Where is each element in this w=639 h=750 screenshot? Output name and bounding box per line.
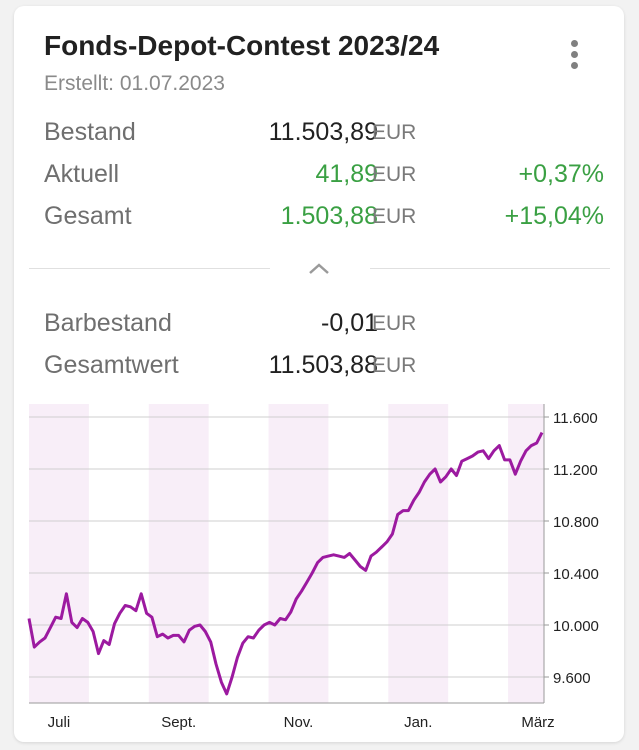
month-band <box>29 404 89 703</box>
y-tick-label: 10.400 <box>553 566 599 583</box>
bestand-row: Bestand 11.503,89 EUR <box>44 118 604 152</box>
divider <box>29 268 270 269</box>
barbestand-label: Barbestand <box>44 309 172 337</box>
y-tick-label: 11.200 <box>553 462 598 479</box>
divider <box>370 268 610 269</box>
bestand-value: 11.503,89 <box>268 118 378 146</box>
gesamt-row: Gesamt 1.503,88 EUR +15,04% <box>44 202 604 236</box>
x-tick-label: Jan. <box>404 714 432 731</box>
gesamt-percent: +15,04% <box>504 202 604 230</box>
gesamtwert-label: Gesamtwert <box>44 351 179 379</box>
aktuell-label: Aktuell <box>44 160 120 188</box>
x-tick-label: Juli <box>48 714 71 731</box>
barbestand-currency: EUR <box>372 312 417 335</box>
series-line <box>27 431 544 696</box>
gesamtwert-currency: EUR <box>372 354 417 377</box>
gesamtwert-value: 11.503,88 <box>268 351 378 379</box>
aktuell-currency: EUR <box>372 163 417 186</box>
gesamt-value: 1.503,88 <box>280 202 378 230</box>
x-tick-label: Nov. <box>284 714 314 731</box>
aktuell-value: 41,89 <box>315 160 378 188</box>
y-tick-label: 9.600 <box>553 670 591 687</box>
bestand-label: Bestand <box>44 118 136 146</box>
month-band <box>268 404 329 703</box>
more-vert-icon[interactable] <box>564 40 584 80</box>
x-tick-label: März <box>521 714 554 731</box>
bestand-currency: EUR <box>372 121 417 144</box>
barbestand-value: -0,01 <box>321 309 378 337</box>
depot-card: Fonds-Depot-Contest 2023/24 Erstellt: 01… <box>14 6 624 742</box>
gesamt-label: Gesamt <box>44 202 132 230</box>
page-title: Fonds-Depot-Contest 2023/24 <box>44 30 440 61</box>
barbestand-row: Barbestand -0,01 EUR <box>44 309 604 343</box>
gesamtwert-row: Gesamtwert 11.503,88 EUR <box>44 351 604 385</box>
x-tick-label: Sept. <box>161 714 196 731</box>
created-date: Erstellt: 01.07.2023 <box>44 72 225 95</box>
y-tick-label: 10.800 <box>553 514 599 531</box>
gesamt-currency: EUR <box>372 205 417 228</box>
month-band <box>148 404 209 703</box>
chevron-up-icon[interactable] <box>304 258 334 278</box>
aktuell-row: Aktuell 41,89 EUR +0,37% <box>44 160 604 194</box>
aktuell-percent: +0,37% <box>518 160 605 188</box>
y-tick-label: 11.600 <box>553 410 598 427</box>
value-chart[interactable]: 9.600 10.000 10.400 10.800 11.200 11.600 Juli… <box>14 396 624 736</box>
y-tick-label: 10.000 <box>553 618 599 635</box>
month-band <box>388 404 449 703</box>
